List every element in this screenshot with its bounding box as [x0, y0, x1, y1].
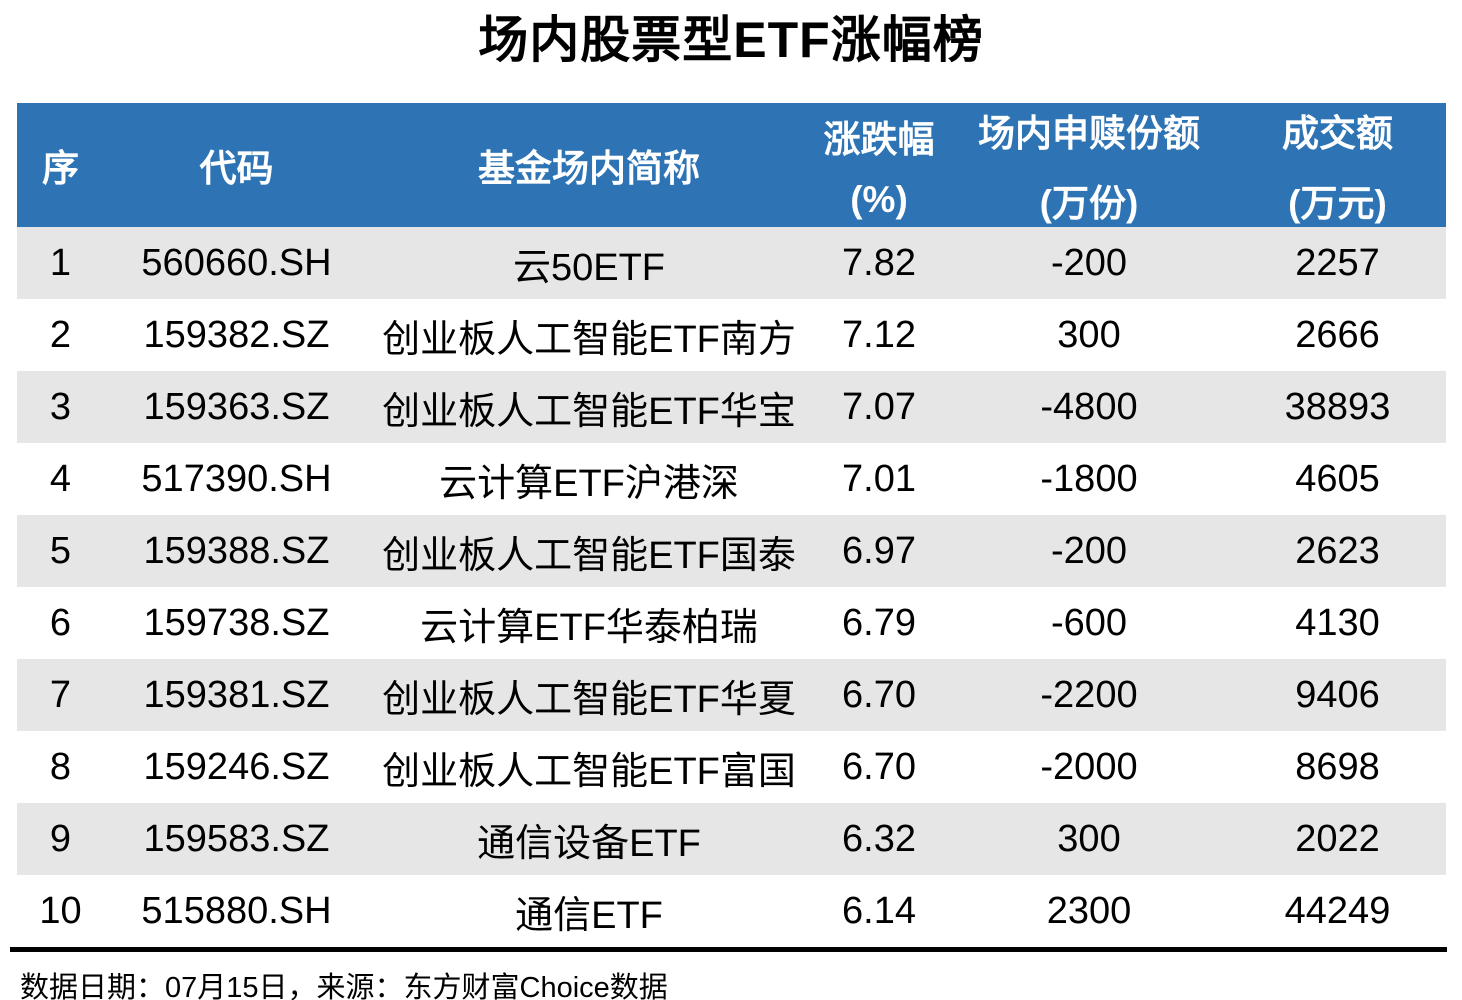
table-row: 4 517390.SH 云计算ETF沪港深 7.01 -1800 4605: [17, 443, 1446, 515]
column-header-code: 代码: [104, 103, 369, 227]
turnover-cell: 2257: [1295, 241, 1380, 284]
code-cell: 159388.SZ: [143, 529, 330, 572]
fund-name-cell: 创业板人工智能ETF国泰: [382, 534, 796, 577]
rank-cell: 6: [49, 601, 72, 644]
code-cell: 517390.SH: [141, 457, 332, 500]
column-header-label: 涨跌幅: [823, 119, 935, 160]
change-pct-cell: 6.70: [842, 673, 916, 716]
code-cell: 159381.SZ: [143, 673, 330, 716]
code-cell: 159583.SZ: [143, 817, 330, 860]
code-cell: 159738.SZ: [143, 601, 330, 644]
turnover-cell: 4605: [1295, 457, 1380, 500]
table-row: 5 159388.SZ 创业板人工智能ETF国泰 6.97 -200 2623: [17, 515, 1446, 587]
creation-redemption-cell: -600: [1050, 601, 1128, 644]
code-cell: 159246.SZ: [143, 745, 330, 788]
footer: 数据日期：07月15日，来源：东方财富Choice数据: [10, 947, 1447, 1000]
table-row: 6 159738.SZ 云计算ETF华泰柏瑞 6.79 -600 4130: [17, 587, 1446, 659]
column-header-label: 序: [42, 148, 79, 189]
rank-cell: 1: [49, 241, 72, 284]
column-header-label: 代码: [199, 148, 274, 189]
code-cell: 159363.SZ: [143, 385, 330, 428]
fund-name-cell: 云50ETF: [512, 246, 666, 289]
turnover-cell: 8698: [1295, 745, 1380, 788]
rank-cell: 5: [49, 529, 72, 572]
page-title: 场内股票型ETF涨幅榜: [478, 12, 984, 68]
footer-source-note: 数据日期：07月15日，来源：东方财富Choice数据: [20, 972, 668, 1000]
change-pct-cell: 6.70: [842, 745, 916, 788]
change-pct-cell: 6.79: [842, 601, 916, 644]
column-header-change-pct: 涨跌幅 (%): [809, 103, 949, 227]
rank-cell: 7: [49, 673, 72, 716]
fund-name-cell: 创业板人工智能ETF南方: [382, 318, 796, 361]
creation-redemption-cell: -1800: [1040, 457, 1138, 500]
fund-name-cell: 创业板人工智能ETF华夏: [382, 678, 796, 721]
change-pct-cell: 7.82: [842, 241, 916, 284]
fund-name-cell: 云计算ETF沪港深: [439, 462, 739, 505]
change-pct-cell: 6.14: [842, 889, 916, 932]
creation-redemption-cell: -200: [1050, 529, 1128, 572]
turnover-cell: 2666: [1295, 313, 1380, 356]
table-row: 7 159381.SZ 创业板人工智能ETF华夏 6.70 -2200 9406: [17, 659, 1446, 731]
creation-redemption-cell: -2200: [1040, 673, 1138, 716]
rank-cell: 8: [49, 745, 72, 788]
fund-name-cell: 通信ETF: [515, 894, 663, 937]
creation-redemption-cell: 2300: [1046, 889, 1132, 932]
column-header-unit: (万份): [1039, 183, 1139, 224]
code-cell: 560660.SH: [141, 241, 332, 284]
column-header-turnover: 成交额 (万元): [1229, 103, 1446, 227]
creation-redemption-cell: -4800: [1040, 385, 1138, 428]
change-pct-cell: 6.32: [842, 817, 916, 860]
column-header-fund-name: 基金场内简称: [369, 103, 809, 227]
code-cell: 159382.SZ: [143, 313, 330, 356]
table-row: 3 159363.SZ 创业板人工智能ETF华宝 7.07 -4800 3889…: [17, 371, 1446, 443]
change-pct-cell: 6.97: [842, 529, 916, 572]
column-header-creation-redemption: 场内申赎份额 (万份): [949, 103, 1229, 227]
rank-cell: 3: [49, 385, 72, 428]
change-pct-cell: 7.01: [842, 457, 916, 500]
fund-name-cell: 创业板人工智能ETF华宝: [382, 390, 796, 433]
table-header-row: 序 代码 基金场内简称 涨跌幅 (%) 场内申赎份额 (万份): [17, 103, 1446, 227]
table-row: 9 159583.SZ 通信设备ETF 6.32 300 2022: [17, 803, 1446, 875]
column-header-label: 场内申赎份额: [978, 113, 1200, 154]
table-row: 8 159246.SZ 创业板人工智能ETF富国 6.70 -2000 8698: [17, 731, 1446, 803]
code-cell: 515880.SH: [141, 889, 332, 932]
rank-cell: 4: [49, 457, 72, 500]
etf-table: 序 代码 基金场内简称 涨跌幅 (%) 场内申赎份额 (万份): [17, 103, 1446, 947]
creation-redemption-cell: -200: [1050, 241, 1128, 284]
turnover-cell: 2022: [1295, 817, 1380, 860]
rank-cell: 9: [49, 817, 72, 860]
table-row: 10 515880.SH 通信ETF 6.14 2300 44249: [17, 875, 1446, 947]
table-row: 2 159382.SZ 创业板人工智能ETF南方 7.12 300 2666: [17, 299, 1446, 371]
change-pct-cell: 7.07: [842, 385, 916, 428]
turnover-cell: 9406: [1295, 673, 1380, 716]
column-header-label: 成交额: [1282, 113, 1393, 154]
turnover-cell: 4130: [1295, 601, 1380, 644]
column-header-rank: 序: [17, 103, 104, 227]
column-header-label: 基金场内简称: [478, 148, 700, 189]
change-pct-cell: 7.12: [842, 313, 916, 356]
creation-redemption-cell: 300: [1057, 817, 1121, 860]
rank-cell: 10: [39, 889, 82, 932]
fund-name-cell: 创业板人工智能ETF富国: [382, 750, 796, 793]
turnover-cell: 2623: [1295, 529, 1380, 572]
column-header-unit: (%): [850, 179, 908, 220]
table-row: 1 560660.SH 云50ETF 7.82 -200 2257: [17, 227, 1446, 299]
fund-name-cell: 云计算ETF华泰柏瑞: [420, 606, 758, 649]
fund-name-cell: 通信设备ETF: [477, 822, 701, 865]
column-header-unit: (万元): [1288, 183, 1387, 224]
creation-redemption-cell: 300: [1057, 313, 1121, 356]
turnover-cell: 38893: [1284, 385, 1391, 428]
turnover-cell: 44249: [1284, 889, 1391, 932]
rank-cell: 2: [49, 313, 72, 356]
creation-redemption-cell: -2000: [1040, 745, 1138, 788]
